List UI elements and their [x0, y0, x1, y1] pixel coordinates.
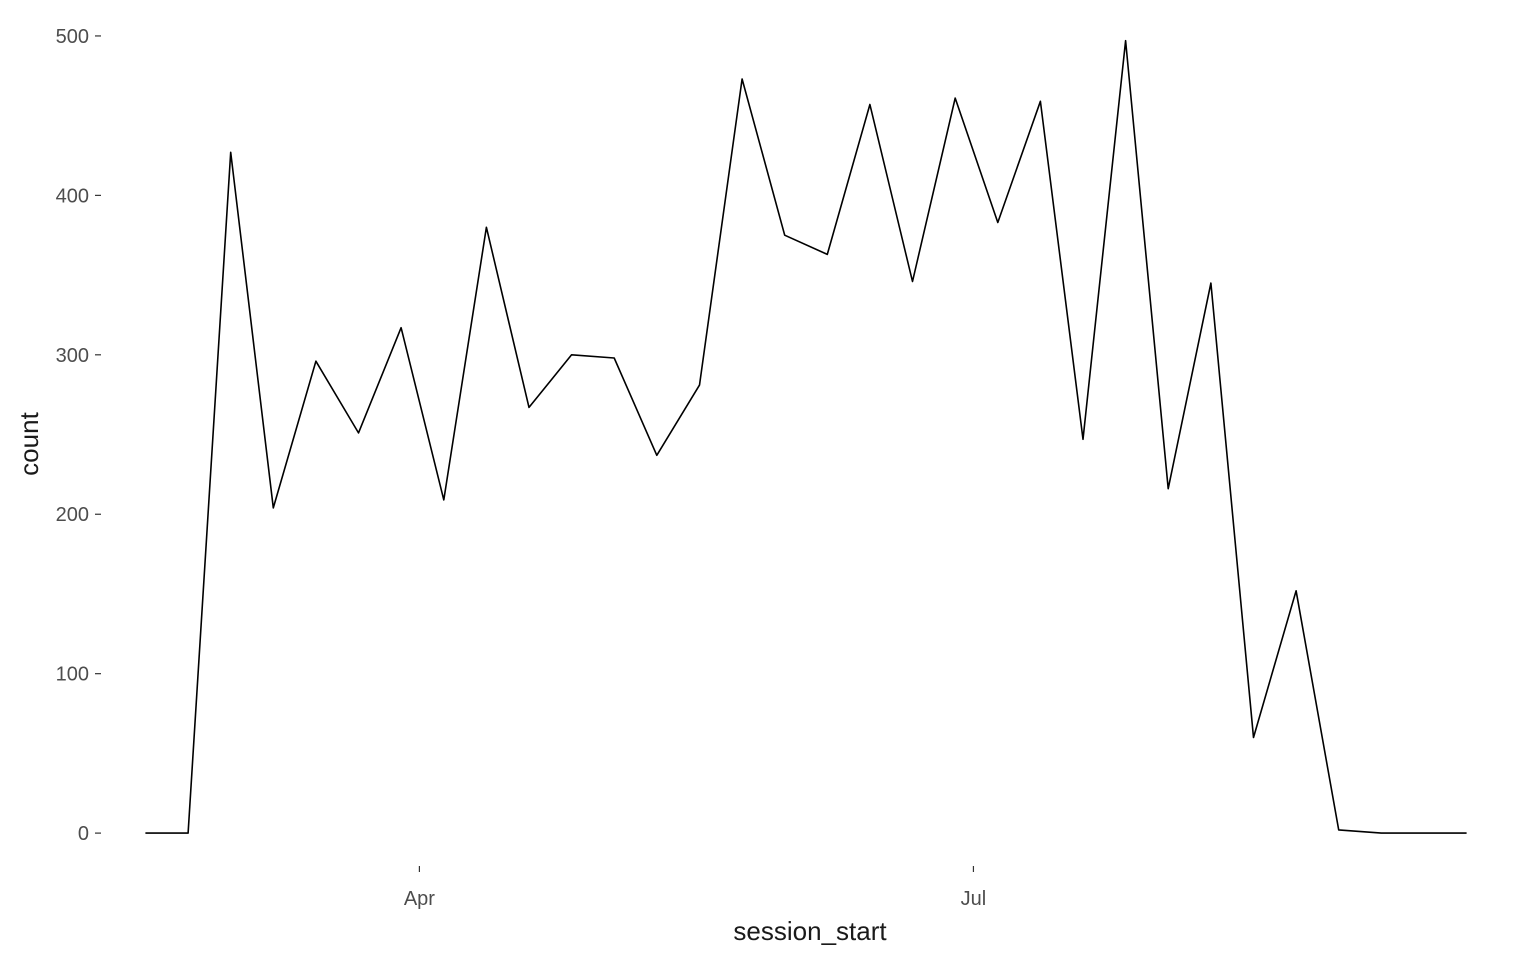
y-tick-label: 100	[56, 664, 89, 686]
series-layer	[145, 39, 1467, 834]
series-line	[145, 39, 1467, 834]
x-axis: Apr Jul	[404, 866, 986, 910]
y-tick-label: 400	[56, 185, 89, 207]
y-axis-title: count	[14, 411, 44, 475]
x-axis-title: session_start	[733, 916, 887, 946]
y-tick-label: 500	[56, 26, 89, 48]
y-tick-label: 0	[78, 823, 89, 845]
y-tick-label: 200	[56, 504, 89, 526]
y-axis: 0 100 200 300 400 500	[56, 26, 101, 845]
x-tick-label: Jul	[961, 888, 987, 910]
y-tick-label: 300	[56, 345, 89, 367]
x-tick-label: Apr	[404, 888, 435, 910]
